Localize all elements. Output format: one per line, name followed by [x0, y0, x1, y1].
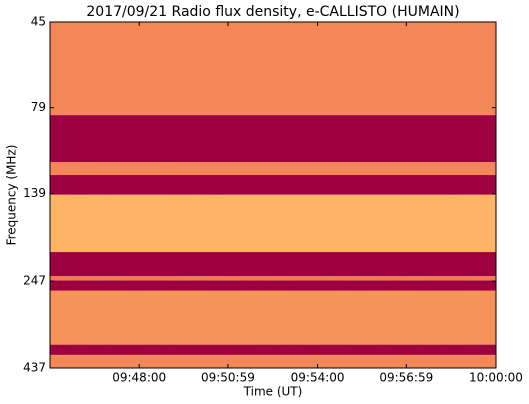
spectrum-band — [50, 22, 496, 116]
plot-area — [49, 21, 497, 369]
y-tick-label: 437 — [23, 361, 46, 375]
spectrum-band — [50, 290, 496, 345]
x-tick-label: 09:48:00 — [112, 371, 166, 385]
spectrum-band — [50, 175, 496, 195]
spectrum-band — [50, 115, 496, 163]
x-axis-title: Time (UT) — [243, 385, 303, 399]
x-tick-label: 09:54:00 — [291, 371, 345, 385]
plot-frame — [49, 21, 497, 369]
spectrum-band — [50, 162, 496, 176]
spectrum-band — [50, 354, 496, 368]
x-tick-label: 09:50:59 — [201, 371, 255, 385]
y-tick-label: 79 — [31, 100, 46, 114]
y-tick-label: 247 — [23, 274, 46, 288]
spectrum-band — [50, 276, 496, 281]
spectrum-band — [50, 252, 496, 277]
x-tick-label: 09:56:59 — [379, 371, 433, 385]
x-tick-label: 10:00:00 — [469, 371, 523, 385]
spectrum-band — [50, 344, 496, 355]
y-tick-label: 139 — [23, 186, 46, 200]
y-tick-label: 45 — [31, 15, 46, 29]
spectrum-band — [50, 280, 496, 291]
chart-title: 2017/09/21 Radio flux density, e-CALLIST… — [86, 4, 459, 20]
spectrum-band — [50, 194, 496, 253]
y-axis-title: Frequency (MHz) — [5, 145, 19, 246]
